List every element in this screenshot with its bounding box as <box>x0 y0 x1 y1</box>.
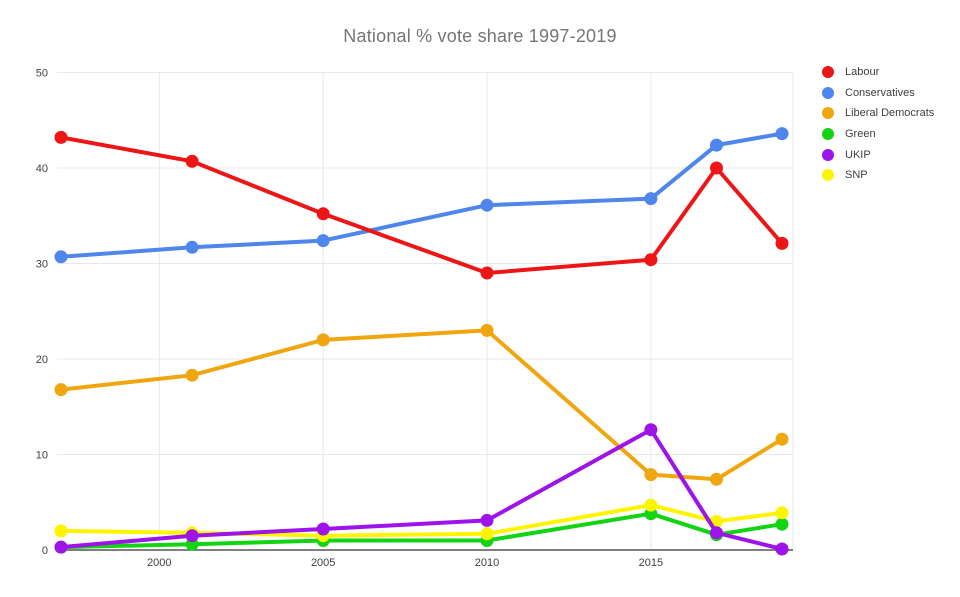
data-point-conservatives-2015[interactable] <box>644 192 658 206</box>
chart-title: National % vote share 1997-2019 <box>343 26 617 46</box>
legend-label-liberal-democrats: Liberal Democrats <box>845 107 935 120</box>
legend-swatch-green <box>822 128 834 141</box>
legend-label-labour: Labour <box>845 66 880 79</box>
series-line-labour <box>59 135 784 275</box>
legend-label-ukip: UKIP <box>845 148 871 161</box>
data-point-ukip-1997[interactable] <box>54 540 68 554</box>
y-axis-tick-label: 10 <box>36 450 48 462</box>
legend-label-conservatives: Conservatives <box>845 86 915 99</box>
legend-item-liberal-democrats[interactable]: Liberal Democrats <box>822 103 934 124</box>
y-axis-tick-label: 40 <box>36 163 48 175</box>
data-point-liberal-democrats-1997[interactable] <box>54 383 68 397</box>
data-point-ukip-2017[interactable] <box>710 526 723 540</box>
legend-item-snp[interactable]: SNP <box>822 165 934 186</box>
legend-swatch-snp <box>822 169 834 182</box>
data-point-liberal-democrats-2019[interactable] <box>775 432 789 446</box>
legend-label-snp: SNP <box>845 169 868 182</box>
series-line-conservatives <box>59 131 784 259</box>
data-point-conservatives-2005[interactable] <box>316 234 330 248</box>
legend-item-ukip[interactable]: UKIP <box>822 144 934 165</box>
data-point-snp-1997[interactable] <box>54 524 68 538</box>
legend-swatch-conservatives <box>822 86 834 99</box>
legend-swatch-labour <box>822 66 834 79</box>
legend-item-labour[interactable]: Labour <box>822 62 934 83</box>
x-axis-tick-label: 2005 <box>311 557 335 569</box>
legend-swatch-liberal-democrats <box>822 107 834 120</box>
legend-item-green[interactable]: Green <box>822 124 934 145</box>
data-point-conservatives-2001[interactable] <box>185 240 199 254</box>
data-point-labour-2001[interactable] <box>185 154 199 168</box>
data-point-labour-2017[interactable] <box>710 161 723 175</box>
x-axis-tick-label: 2010 <box>475 557 499 569</box>
y-axis-tick-label: 0 <box>42 545 48 557</box>
data-point-labour-2005[interactable] <box>316 207 330 221</box>
data-point-conservatives-2010[interactable] <box>480 198 494 212</box>
legend-swatch-ukip <box>822 148 834 161</box>
legend-item-conservatives[interactable]: Conservatives <box>822 83 934 104</box>
data-point-snp-2015[interactable] <box>644 498 658 512</box>
legend-label-green: Green <box>845 128 876 141</box>
data-point-liberal-democrats-2001[interactable] <box>185 368 199 382</box>
data-point-ukip-2010[interactable] <box>480 513 494 527</box>
y-axis-tick-label: 30 <box>36 259 48 271</box>
chart-legend: Labour Conservatives Liberal Democrats Gree… <box>822 62 934 186</box>
data-point-labour-2010[interactable] <box>480 266 494 280</box>
data-point-green-2019[interactable] <box>775 517 789 531</box>
data-point-labour-2019[interactable] <box>775 236 789 250</box>
data-point-liberal-democrats-2010[interactable] <box>480 323 494 337</box>
data-point-labour-1997[interactable] <box>54 130 68 144</box>
data-point-liberal-democrats-2017[interactable] <box>710 472 723 486</box>
data-point-ukip-2005[interactable] <box>316 522 330 536</box>
series-line-green <box>59 511 784 550</box>
data-point-conservatives-2017[interactable] <box>710 138 723 152</box>
y-axis-tick-label: 50 <box>36 68 48 80</box>
x-axis-tick-label: 2000 <box>147 557 171 569</box>
data-point-conservatives-2019[interactable] <box>775 127 789 141</box>
series-line-liberal-democrats <box>59 328 784 482</box>
x-axis-tick-label: 2015 <box>639 557 663 569</box>
data-point-snp-2019[interactable] <box>775 506 789 520</box>
data-point-ukip-2001[interactable] <box>185 529 199 543</box>
data-point-liberal-democrats-2015[interactable] <box>644 468 658 482</box>
data-point-conservatives-1997[interactable] <box>54 250 68 264</box>
data-point-ukip-2015[interactable] <box>644 423 658 437</box>
data-point-snp-2010[interactable] <box>480 527 494 541</box>
data-point-ukip-2019[interactable] <box>775 542 789 556</box>
data-point-liberal-democrats-2005[interactable] <box>316 333 330 347</box>
data-point-labour-2015[interactable] <box>644 253 658 267</box>
y-axis-tick-label: 20 <box>36 354 48 366</box>
